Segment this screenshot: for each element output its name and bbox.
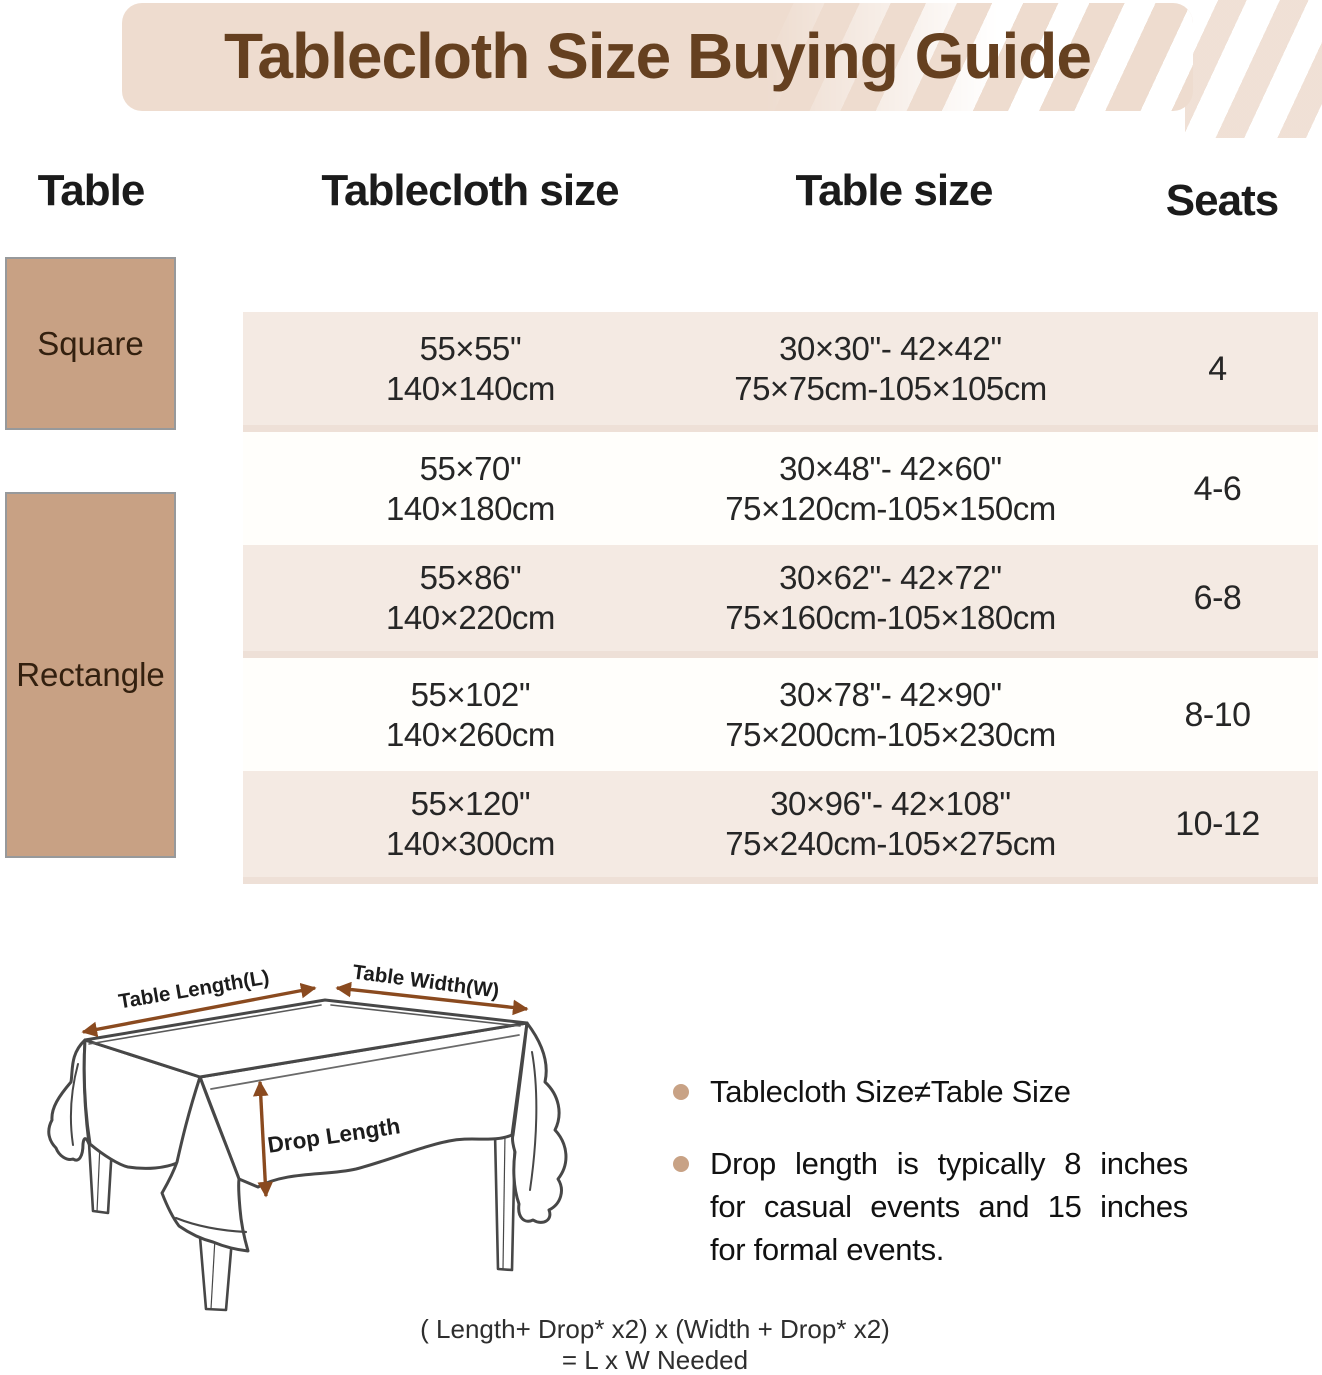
tablecloth-size-inches: 55×55'' (419, 329, 522, 367)
tablecloth-size-inches: 55×102'' (410, 675, 531, 713)
column-header-seats: Seats (1165, 176, 1279, 225)
width-arrow (335, 981, 529, 1016)
tablecloth-size-cm: 140×260cm (386, 715, 555, 753)
table-row: 55×55'' 140×140cm 30×30''- 42×42'' 75×75… (243, 312, 1318, 432)
tablecloth-size-cm: 140×180cm (386, 489, 555, 527)
note-line: for formal events. (710, 1232, 945, 1267)
seats-value: 10-12 (1175, 805, 1260, 843)
formula-line-2: = L x W Needed (561, 1345, 749, 1375)
seats-cell: 10-12 (1083, 771, 1318, 877)
table-size-cm: 75×200cm-105×230cm (725, 715, 1056, 753)
tablecloth-size-cell: 55×86'' 140×220cm (243, 545, 698, 651)
seats-value: 6-8 (1193, 579, 1242, 617)
seats-value: 8-10 (1184, 695, 1251, 734)
length-label: Table Length(L) (117, 966, 271, 1014)
table-size-cell: 30×48''- 42×60'' 75×120cm-105×150cm (698, 432, 1083, 545)
table-diagram: Table Length(L) Table Width(W) Drop Leng… (47, 961, 568, 1312)
zebra-stripes-decoration (763, 3, 1193, 111)
seats-cell: 4 (1083, 312, 1318, 425)
column-header-table: Table (37, 166, 146, 215)
cloth-fold-line (69, 1063, 79, 1146)
column-header-tablecloth-size: Tablecloth size (321, 166, 619, 215)
table-size-inches: 30×30''- 42×42'' (779, 329, 1002, 367)
table-row: 55×70'' 140×180cm 30×48''- 42×60'' 75×12… (243, 432, 1318, 545)
tablecloth-drawing (47, 998, 568, 1253)
shape-label-rectangle: Rectangle (16, 656, 165, 693)
seats-value: 4 (1208, 349, 1227, 388)
dimension-arrows (81, 981, 529, 1198)
shape-box-square: Square (5, 257, 176, 430)
drop-arrow (252, 1080, 274, 1198)
table-size-cell: 30×62''- 42×72'' 75×160cm-105×180cm (698, 545, 1083, 651)
shape-label-square: Square (37, 324, 144, 362)
page-title: Tablecloth Size Buying Guide (224, 20, 1092, 92)
seats-value: 4-6 (1193, 469, 1242, 508)
formula-line-1: ( Length+ Drop* x2) x (Width + Drop* x2) (420, 1314, 890, 1344)
table-row: 55×102'' 140×260cm 30×78''- 42×90'' 75×2… (243, 658, 1318, 771)
seats-cell: 8-10 (1083, 658, 1318, 771)
table-size-cell: 30×96''- 42×108'' 75×240cm-105×275cm (698, 771, 1083, 877)
cloth-left-face (82, 1038, 202, 1170)
table-row: 55×86'' 140×220cm 30×62''- 42×72'' 75×16… (243, 545, 1318, 658)
table-size-inches: 30×78''- 42×90'' (779, 675, 1002, 713)
column-header-table-size: Table size (795, 166, 993, 215)
cloth-fold-line (529, 1051, 538, 1191)
note-item: Drop length is typically 8 inches for ca… (662, 1142, 1202, 1271)
tabletop-edge-line (210, 1034, 520, 1090)
seats-cell: 6-8 (1083, 545, 1318, 651)
title-banner: Tablecloth Size Buying Guide (122, 3, 1193, 111)
cloth-hem-line (174, 1216, 248, 1234)
table-leg-edge (210, 1237, 216, 1310)
tablecloth-size-cell: 55×55'' 140×140cm (243, 312, 698, 425)
seats-cell: 4-6 (1083, 432, 1318, 545)
note-item: Tablecloth Size≠Table Size (662, 1070, 1202, 1113)
table-size-inches: 30×62''- 42×72'' (779, 559, 1002, 596)
note-text: Drop length is typically 8 inches for ca… (710, 1142, 1188, 1271)
tablecloth-size-cm: 140×300cm (386, 825, 555, 862)
bullet-icon (673, 1084, 689, 1100)
cloth-right-drape (510, 1021, 568, 1224)
table-size-cm: 75×120cm-105×150cm (725, 489, 1056, 527)
table-size-cell: 30×78''- 42×90'' 75×200cm-105×230cm (698, 658, 1083, 771)
table-leg-edge (96, 1143, 101, 1213)
zebra-stripes-outside-decoration (1185, 0, 1322, 138)
table-size-cell: 30×30''- 42×42'' 75×75cm-105×105cm (698, 312, 1083, 425)
table-size-inches: 30×48''- 42×60'' (779, 449, 1002, 487)
tablecloth-size-inches: 55×86'' (419, 559, 522, 596)
table-size-cm: 75×75cm-105×105cm (734, 369, 1047, 407)
tablecloth-size-inches: 55×120'' (410, 785, 531, 822)
note-line: for casual events and 15 inches (710, 1189, 1188, 1224)
tablecloth-size-cm: 140×140cm (386, 369, 555, 407)
cloth-front-corner-drape (160, 1075, 250, 1253)
length-arrow (81, 982, 317, 1038)
table-size-inches: 30×96''- 42×108'' (770, 785, 1011, 822)
size-formula: ( Length+ Drop* x2) x (Width + Drop* x2)… (330, 1314, 980, 1375)
bullet-icon (673, 1156, 689, 1172)
table-size-cm: 75×160cm-105×180cm (725, 599, 1056, 636)
tablecloth-size-cell: 55×70'' 140×180cm (243, 432, 698, 545)
tablecloth-size-cell: 55×102'' 140×260cm (243, 658, 698, 771)
size-table: 55×55'' 140×140cm 30×30''- 42×42'' 75×75… (243, 312, 1318, 884)
tablecloth-size-cell: 55×120'' 140×300cm (243, 771, 698, 877)
tablecloth-size-inches: 55×70'' (419, 449, 522, 487)
shape-box-rectangle: Rectangle (5, 492, 176, 858)
notes-list: Tablecloth Size≠Table Size Drop length i… (662, 1070, 1202, 1271)
table-row: 55×120'' 140×300cm 30×96''- 42×108'' 75×… (243, 771, 1318, 884)
table-leg-edge (502, 1133, 506, 1270)
table-size-cm: 75×240cm-105×275cm (725, 825, 1056, 862)
note-line: Drop length is typically 8 inches (710, 1146, 1188, 1181)
tablecloth-size-cm: 140×220cm (386, 599, 555, 636)
note-text: Tablecloth Size≠Table Size (710, 1074, 1071, 1109)
table-legs (87, 1131, 517, 1312)
